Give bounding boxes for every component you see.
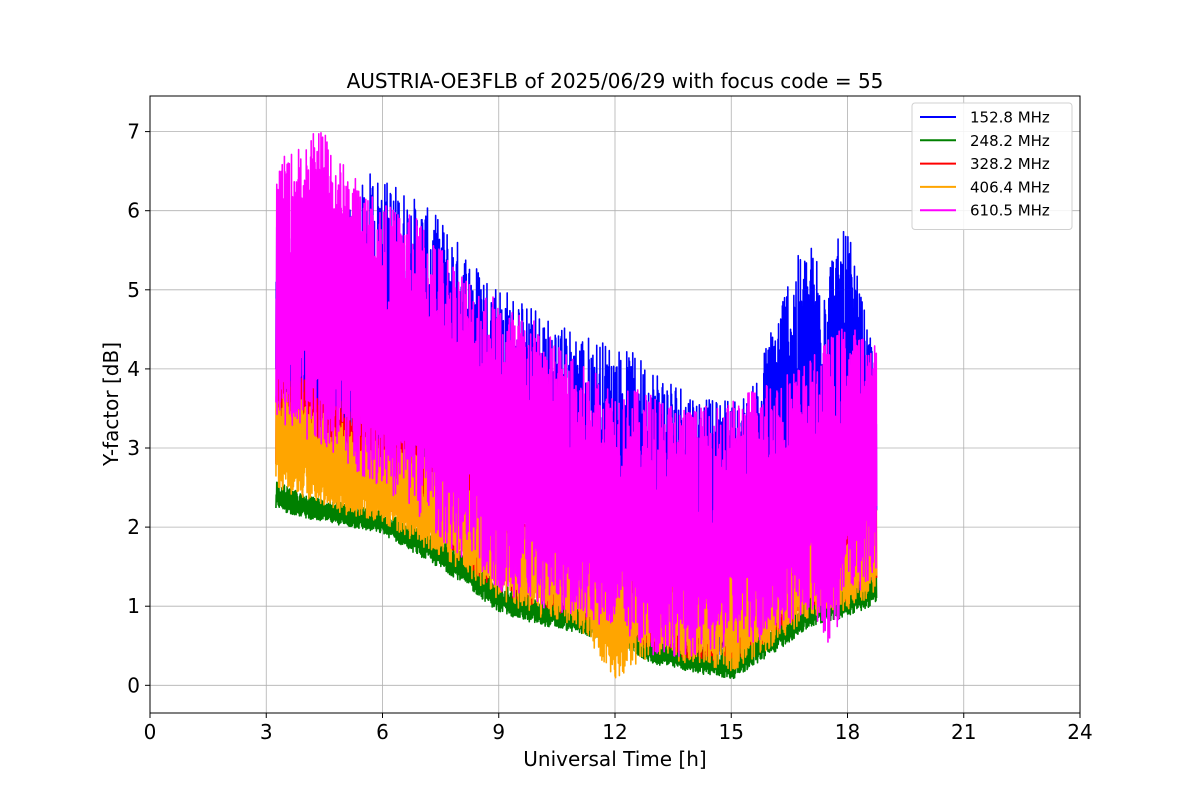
series-line-4 bbox=[275, 131, 878, 657]
y-tick-label: 7 bbox=[127, 120, 140, 144]
x-tick-label: 24 bbox=[1067, 720, 1092, 744]
x-tick-label: 9 bbox=[492, 720, 505, 744]
chart-title: AUSTRIA-OE3FLB of 2025/06/29 with focus … bbox=[347, 69, 884, 93]
y-tick-label: 3 bbox=[127, 436, 140, 460]
x-tick-label: 6 bbox=[376, 720, 389, 744]
y-tick-label: 5 bbox=[127, 278, 140, 302]
legend-label: 610.5 MHz bbox=[970, 202, 1050, 220]
x-tick-label: 15 bbox=[719, 720, 744, 744]
x-tick-label: 18 bbox=[835, 720, 860, 744]
x-tick-label: 21 bbox=[951, 720, 976, 744]
y-tick-label: 1 bbox=[127, 594, 140, 618]
legend-label: 248.2 MHz bbox=[970, 132, 1050, 150]
series-layer bbox=[275, 131, 878, 680]
legend-box bbox=[911, 102, 1073, 230]
legend-label: 406.4 MHz bbox=[970, 178, 1050, 196]
y-axis-label: Y-factor [dB] bbox=[99, 342, 123, 467]
x-tick-label: 0 bbox=[144, 720, 157, 744]
y-tick-label: 6 bbox=[127, 199, 140, 223]
x-tick-label: 12 bbox=[602, 720, 627, 744]
legend-label: 152.8 MHz bbox=[970, 109, 1050, 127]
legend: 152.8 MHz 248.2 MHz 328.2 MHz 406.4 MHz 610.… bbox=[911, 102, 1073, 230]
y-tick-label: 4 bbox=[127, 357, 140, 381]
x-tick-label: 3 bbox=[260, 720, 273, 744]
legend-label: 328.2 MHz bbox=[970, 155, 1050, 173]
x-axis-label: Universal Time [h] bbox=[523, 747, 706, 771]
y-tick-label: 2 bbox=[127, 515, 140, 539]
y-tick-label: 0 bbox=[127, 673, 140, 697]
